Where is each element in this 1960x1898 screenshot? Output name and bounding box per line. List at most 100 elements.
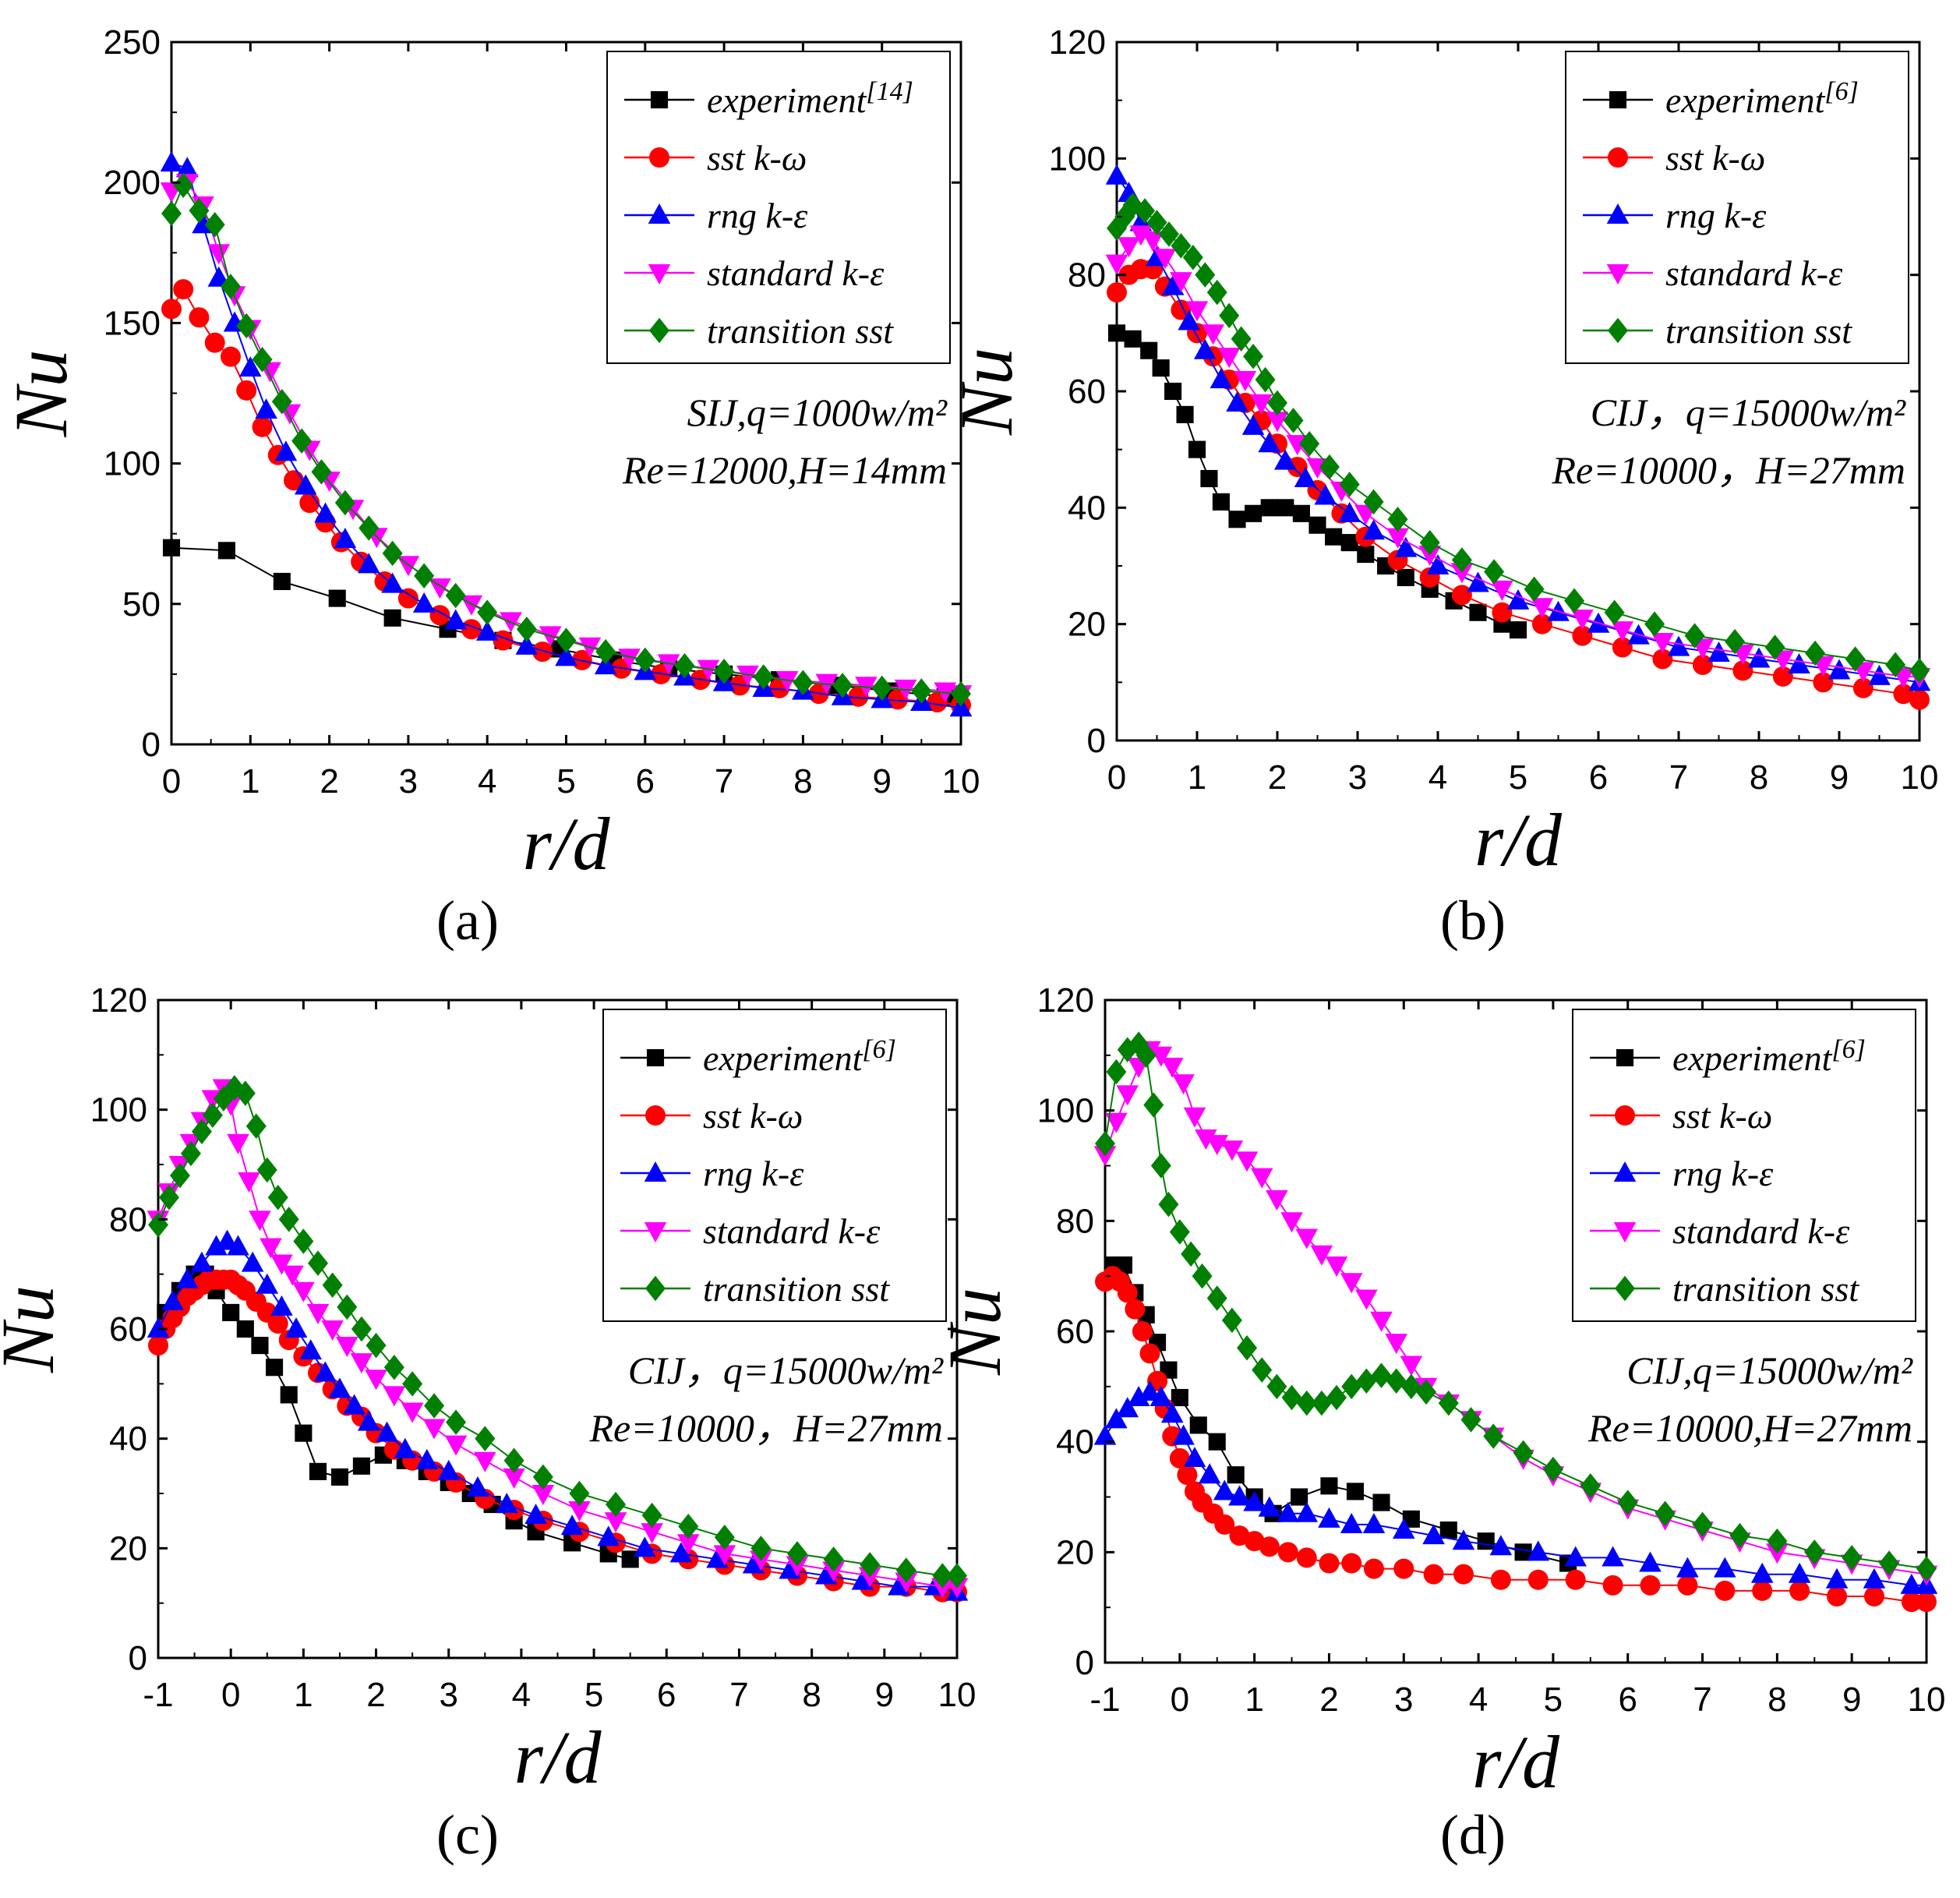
data-point — [202, 1102, 223, 1128]
data-point — [446, 1409, 467, 1435]
data-point — [1150, 1046, 1173, 1067]
data-point — [1142, 231, 1164, 252]
panel-caption: (b) — [1440, 889, 1506, 952]
data-point — [1423, 1564, 1444, 1585]
y-tick-label: 120 — [90, 981, 147, 1020]
series-layer — [1106, 164, 1930, 710]
data-point — [1116, 1397, 1139, 1418]
data-point — [516, 616, 537, 642]
data-point — [1667, 635, 1690, 656]
data-point — [255, 398, 277, 419]
y-tick-label: 100 — [1037, 1092, 1094, 1130]
data-point — [260, 1238, 282, 1259]
data-point — [1267, 390, 1287, 416]
data-point — [678, 1513, 699, 1539]
data-point — [597, 1525, 620, 1546]
data-point — [1362, 519, 1385, 540]
data-point — [1182, 245, 1203, 270]
panel-caption: (c) — [436, 1804, 499, 1866]
x-tick-label: 8 — [802, 1676, 821, 1714]
data-point — [1094, 1146, 1117, 1167]
data-point — [1280, 1212, 1303, 1233]
data-point — [1340, 534, 1358, 552]
data-point — [311, 459, 332, 485]
data-point — [814, 1564, 838, 1585]
data-point — [1692, 654, 1713, 675]
y-tick-label: 40 — [1056, 1423, 1094, 1461]
data-point — [1400, 1373, 1421, 1400]
data-point — [1105, 1408, 1128, 1429]
data-point — [207, 266, 231, 287]
x-tick-label: 3 — [439, 1676, 457, 1714]
data-point — [860, 1552, 881, 1578]
chart-panel-d: -1 0 1 2 3 4 5 6 7 8 9 10020406080100120r/dNu(d)exp… — [933, 981, 1945, 1866]
data-point — [1250, 1168, 1273, 1189]
data-point — [1260, 499, 1278, 517]
data-point — [309, 1462, 327, 1480]
x-axis-label: r/d — [522, 802, 610, 885]
data-point — [291, 428, 313, 454]
data-point — [1266, 1189, 1288, 1211]
y-tick-label: 20 — [1056, 1533, 1094, 1571]
data-point — [1183, 1107, 1206, 1128]
legend-label: rng k-ε — [707, 196, 808, 235]
data-point — [1356, 1368, 1377, 1394]
data-point — [475, 620, 499, 641]
data-point — [1171, 1388, 1188, 1407]
data-point — [1160, 1057, 1184, 1078]
legend: experiment[6] sst k-ω rng k-ε standard k-ε t… — [1565, 51, 1909, 364]
y-tick-label: 0 — [1075, 1644, 1094, 1682]
legend-label: standard k-ε — [707, 253, 885, 293]
data-point — [736, 665, 759, 686]
data-point — [1325, 528, 1343, 546]
data-point — [569, 1480, 590, 1507]
legend-ref: [6] — [1824, 77, 1858, 106]
data-point — [1385, 1334, 1407, 1355]
data-point — [1139, 1343, 1160, 1364]
data-point — [1772, 666, 1793, 687]
data-point — [278, 1207, 299, 1232]
annotation-text: SIJ,q=1000w/m² — [687, 391, 948, 434]
data-point — [1106, 1059, 1127, 1085]
legend-label: transition sst — [1672, 1269, 1859, 1309]
data-point — [1161, 274, 1185, 295]
data-point — [1489, 1535, 1513, 1556]
data-point — [1362, 1512, 1386, 1533]
data-point — [1158, 1191, 1179, 1218]
data-point — [1318, 1507, 1340, 1528]
data-point — [1287, 457, 1308, 478]
data-point — [1491, 580, 1513, 601]
data-point — [1477, 1532, 1495, 1550]
data-point — [180, 1140, 201, 1167]
x-axis-label: r/d — [1472, 1720, 1560, 1804]
legend-label: experiment[6] — [1665, 77, 1859, 120]
data-point — [1916, 1592, 1937, 1613]
legend-label: sst k-ω — [1665, 138, 1765, 178]
data-point — [1291, 1488, 1308, 1506]
x-tick-label: -1 — [1089, 1681, 1120, 1719]
data-point — [1602, 1575, 1623, 1596]
data-point — [832, 673, 853, 698]
data-point — [299, 1339, 322, 1360]
data-point — [189, 307, 210, 328]
data-point — [556, 627, 577, 653]
data-point — [555, 645, 577, 666]
legend-item: transition sst — [1590, 1269, 1859, 1309]
data-point — [424, 1393, 445, 1419]
series-layer — [161, 151, 972, 717]
data-point — [1725, 628, 1746, 655]
legend-marker — [649, 147, 669, 168]
data-point — [1326, 1384, 1347, 1411]
data-point — [1129, 225, 1153, 246]
legend-marker — [648, 203, 671, 224]
data-point — [1294, 467, 1317, 488]
x-tick-label: 6 — [636, 762, 655, 801]
data-point — [236, 1320, 254, 1338]
data-point — [1677, 1575, 1698, 1596]
data-point — [641, 1502, 662, 1529]
legend-item: standard k-ε — [1590, 1211, 1850, 1251]
data-point — [1095, 1130, 1115, 1157]
y-tick-label: 80 — [109, 1200, 147, 1239]
data-point — [1729, 1522, 1750, 1549]
